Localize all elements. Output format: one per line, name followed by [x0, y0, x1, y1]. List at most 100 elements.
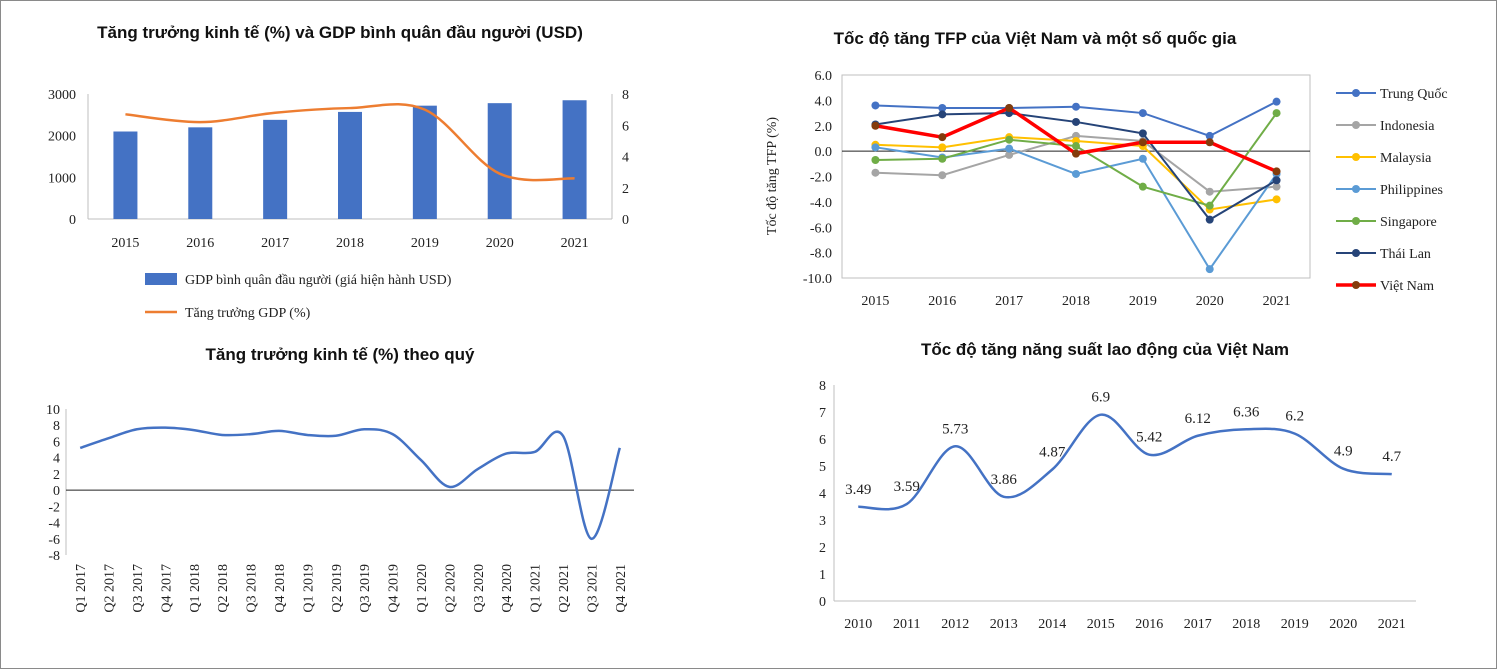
chart-tfp-xtick: 2015 [861, 294, 889, 309]
chart-gdp-ytick: 2000 [48, 130, 76, 145]
chart-gdp-title: Tăng trưởng kinh tế (%) và GDP bình quân… [97, 23, 583, 42]
chart-gdp-y2tick: 6 [622, 119, 629, 134]
chart-quarterly-xtick: Q3 2017 [131, 564, 146, 613]
chart-tfp-point [1205, 215, 1214, 224]
chart-productivity-ytick: 4 [819, 487, 826, 502]
chart-productivity-xtick: 2019 [1281, 617, 1309, 632]
chart-gdp-ytick: 3000 [48, 88, 76, 103]
chart-productivity-data-label: 5.73 [942, 421, 968, 437]
chart-productivity-title: Tốc độ tăng năng suất lao động của Việt … [921, 340, 1289, 359]
chart-tfp-ytick: -6.0 [810, 221, 832, 236]
chart-tfp-ytick: -2.0 [810, 171, 832, 186]
chart-tfp-ytick: -8.0 [810, 247, 832, 262]
chart-productivity-data-label: 6.12 [1185, 411, 1211, 427]
chart-tfp-legend-marker [1352, 281, 1360, 289]
chart-tfp-legend-label: Thái Lan [1380, 247, 1431, 262]
chart-tfp-point [1072, 149, 1080, 158]
chart-tfp-ytick: -4.0 [810, 196, 832, 211]
chart-quarterly-xtick: Q2 2017 [103, 564, 118, 613]
chart-tfp-point [1272, 97, 1281, 106]
chart-tfp-point [1272, 167, 1281, 176]
chart-tfp-point [1138, 154, 1147, 163]
chart-productivity-data-label: 4.9 [1334, 444, 1353, 460]
chart-productivity-data-label: 3.59 [894, 479, 920, 495]
chart-quarterly-ytick: -8 [48, 549, 60, 564]
chart-quarterly-xtick: Q1 2019 [301, 564, 316, 613]
chart-gdp-legend-swatch-bar [145, 273, 177, 285]
chart-quarterly-xtick: Q1 2021 [529, 564, 544, 613]
chart-tfp-point [871, 156, 880, 165]
chart-tfp-point [1205, 265, 1214, 274]
chart-tfp-point [1005, 135, 1014, 144]
chart-gdp-y2tick: 8 [622, 88, 629, 103]
chart-tfp-point [1272, 176, 1281, 185]
chart-tfp-ytick: -10.0 [803, 272, 832, 287]
chart-productivity-line [858, 413, 1392, 511]
chart-quarterly-xtick: Q1 2017 [74, 564, 89, 613]
chart-productivity-data-label: 3.86 [991, 472, 1018, 488]
chart-quarterly-xtick: Q4 2018 [273, 564, 288, 613]
chart-tfp-point [871, 168, 880, 177]
chart-productivity-data-label: 4.87 [1039, 445, 1066, 461]
chart-quarterly-ytick: -6 [48, 533, 60, 548]
chart-tfp-point [938, 171, 947, 180]
chart-tfp-legend-label: Philippines [1380, 183, 1443, 198]
chart-productivity-xtick: 2013 [990, 617, 1018, 632]
chart-tfp-point [1205, 187, 1214, 196]
chart-tfp-point [1205, 201, 1214, 210]
chart-tfp-point [1138, 138, 1147, 147]
chart-productivity-ytick: 1 [819, 568, 826, 583]
chart-gdp-bar [188, 127, 213, 219]
chart-productivity-ytick: 3 [819, 514, 826, 529]
chart-tfp-point [1072, 142, 1080, 151]
chart-tfp-point [1138, 129, 1147, 138]
chart-gdp-legend-label-line: Tăng trưởng GDP (%) [185, 306, 311, 321]
chart-quarterly-title: Tăng trưởng kinh tế (%) theo quý [206, 345, 476, 364]
chart-gdp-xtick: 2017 [261, 236, 289, 251]
chart-productivity-ytick: 5 [819, 460, 826, 475]
chart-tfp-xtick: 2017 [995, 294, 1023, 309]
chart-productivity-data-label: 6.9 [1091, 390, 1110, 406]
chart-quarterly-ytick: 10 [46, 403, 60, 418]
chart-tfp-point [1005, 144, 1014, 153]
chart-productivity-ytick: 6 [819, 433, 826, 448]
chart-tfp-point [1005, 150, 1014, 159]
chart-quarterly-xtick: Q2 2021 [557, 564, 572, 613]
chart-tfp-point [1272, 182, 1281, 191]
chart-gdp-bar [263, 119, 288, 219]
chart-tfp-ylabel: Tốc độ tăng TFP (%) [765, 117, 780, 236]
chart-gdp-ytick: 1000 [48, 171, 76, 186]
chart-tfp-legend-label: Malaysia [1380, 151, 1432, 166]
chart-productivity-data-label: 5.42 [1136, 430, 1162, 446]
chart-tfp-point [938, 133, 947, 142]
chart-tfp-series-line [875, 112, 1278, 221]
chart-gdp-bar [113, 131, 138, 219]
chart-tfp-point [1205, 138, 1214, 147]
chart-tfp-point [1205, 131, 1214, 140]
chart-productivity-data-label: 4.7 [1382, 449, 1401, 465]
chart-gdp-bar [412, 105, 437, 219]
chart-quarterly-xtick: Q4 2019 [387, 564, 402, 613]
chart-productivity-xtick: 2017 [1184, 617, 1212, 632]
chart-productivity-xtick: 2018 [1232, 617, 1260, 632]
chart-gdp-growth-line [125, 102, 575, 182]
chart-tfp-point [1272, 195, 1281, 204]
chart-productivity-ytick: 0 [819, 595, 826, 610]
chart-productivity-data-label: 6.36 [1233, 404, 1260, 420]
chart-tfp-xtick: 2019 [1129, 294, 1157, 309]
chart-quarterly-ytick: 4 [53, 452, 60, 467]
chart-tfp-point [938, 143, 947, 152]
chart-gdp-y2tick: 2 [622, 182, 629, 197]
chart-tfp-legend-label: Việt Nam [1380, 279, 1434, 294]
chart-gdp-xtick: 2018 [336, 236, 364, 251]
chart-tfp-point [871, 101, 880, 110]
chart-productivity-xtick: 2015 [1087, 617, 1115, 632]
chart-tfp-xtick: 2020 [1196, 294, 1224, 309]
chart-quarterly-ytick: -4 [48, 517, 60, 532]
chart-tfp-point [1072, 117, 1080, 126]
chart-gdp-xtick: 2016 [186, 236, 214, 251]
chart-quarterly-xtick: Q4 2020 [500, 564, 515, 613]
chart-tfp-point [1272, 109, 1281, 118]
chart-productivity-ytick: 8 [819, 379, 826, 394]
